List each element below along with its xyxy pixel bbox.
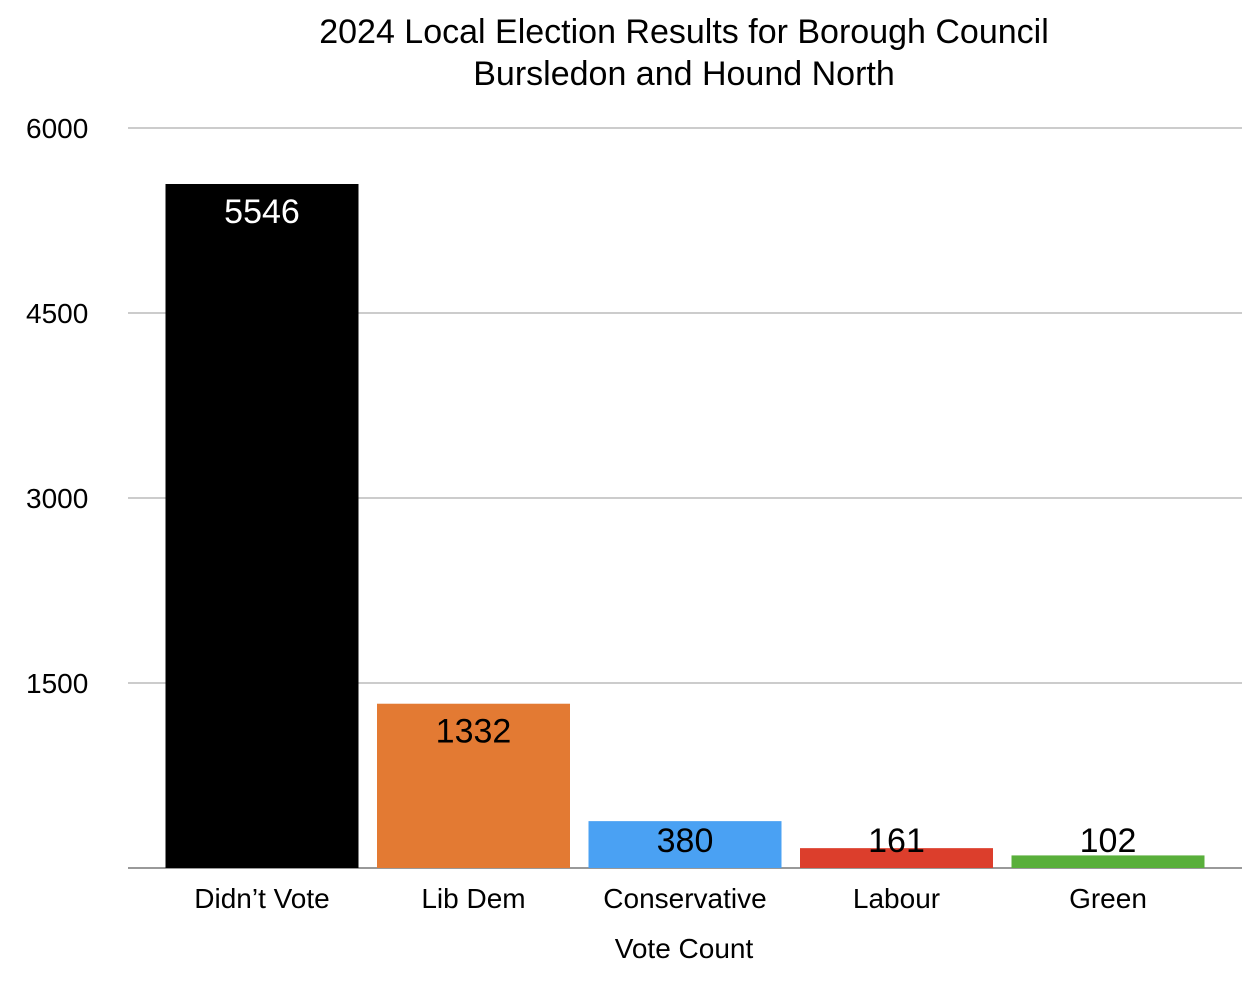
data-label: 1332: [436, 713, 512, 751]
category-label: Didn’t Vote: [194, 883, 329, 914]
bar: [165, 183, 359, 868]
y-tick-label: 4500: [26, 298, 88, 329]
category-label: Green: [1069, 883, 1147, 914]
data-label: 5546: [224, 193, 300, 231]
x-axis-categories: Didn’t Vote Lib Dem Conservative Labour Gree…: [194, 883, 1147, 914]
y-axis-ticks: 1500 3000 4500 6000: [26, 113, 88, 699]
bar: [377, 703, 570, 868]
chart-title: 2024 Local Election Results for Borough …: [319, 13, 1049, 51]
data-label: 161: [868, 822, 925, 860]
y-tick-label: 1500: [26, 668, 88, 699]
bar: [588, 821, 782, 868]
chart-subtitle: Bursledon and Hound North: [473, 55, 895, 93]
data-labels: 5546 1332 380 161 102: [224, 193, 1136, 860]
category-label: Lib Dem: [421, 883, 525, 914]
category-label: Conservative: [603, 883, 766, 914]
bar: [800, 848, 993, 868]
data-label: 380: [657, 822, 714, 860]
bar: [1011, 855, 1205, 868]
y-tick-label: 3000: [26, 483, 88, 514]
x-axis-title: Vote Count: [615, 933, 754, 964]
data-label: 102: [1080, 822, 1137, 860]
bars: [165, 183, 1205, 868]
category-label: Labour: [853, 883, 940, 914]
y-tick-label: 6000: [26, 113, 88, 144]
